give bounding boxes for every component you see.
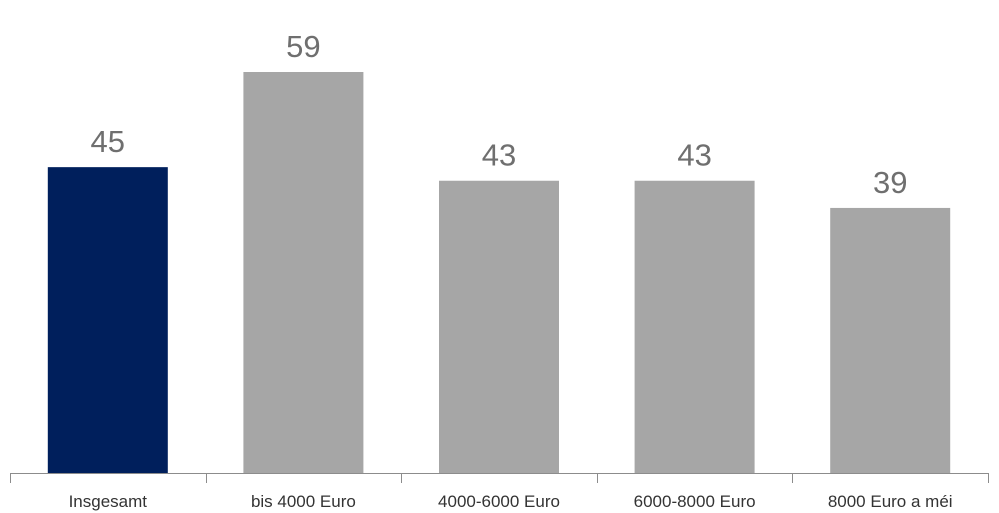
x-tick-label: 4000-6000 Euro: [438, 492, 560, 511]
x-tick-label: bis 4000 Euro: [251, 492, 356, 511]
bar: [634, 180, 755, 473]
bar: [47, 167, 168, 474]
x-axis-tick-labels-group: Insgesamt bis 4000 Euro 4000-6000 Euro 6000…: [69, 492, 953, 511]
bar: [830, 207, 951, 474]
bar: [243, 72, 364, 473]
data-label: 45: [91, 124, 125, 159]
data-label: 43: [677, 138, 711, 173]
bars-group: [47, 72, 951, 474]
x-tick-label: Insgesamt: [69, 492, 148, 511]
bar: [439, 180, 559, 473]
data-label: 39: [873, 165, 907, 200]
x-tick-label: 8000 Euro a méi: [828, 492, 953, 511]
value-labels-group: 45 59 43 43 39: [91, 29, 908, 200]
data-label: 43: [482, 138, 516, 173]
data-label: 59: [286, 29, 320, 64]
x-axis-ticks-group: [10, 473, 989, 483]
x-tick-label: 6000-8000 Euro: [634, 492, 756, 511]
